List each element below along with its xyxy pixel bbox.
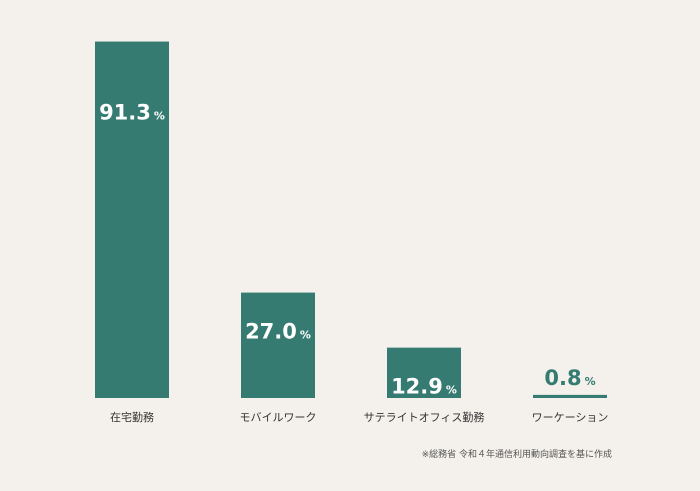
category-label-3: サテライトオフィス勤務	[364, 410, 485, 424]
bar-4	[533, 394, 607, 398]
value-label-4: 0.8%	[544, 366, 595, 390]
value-label-2: 27.0%	[245, 320, 311, 344]
value-label-1: 91.3%	[99, 101, 165, 125]
bar-3	[387, 347, 461, 398]
bar-2	[241, 292, 315, 398]
category-label-4: ワーケーション	[532, 411, 609, 424]
labels-group: 91.3 % 在宅勤務 27.0 % モバイルワーク 12.9 % サテライトオフィス勤務 0.8…	[99, 101, 608, 424]
category-label-2: モバイルワーク	[240, 411, 317, 424]
source-note: ※総務省 令和４年通信利用動向調査を基に作成	[421, 450, 612, 460]
category-label-1: 在宅勤務	[110, 410, 154, 424]
value-label-3: 12.9%	[391, 375, 457, 399]
bar-1	[95, 41, 169, 399]
bars-group	[95, 41, 607, 399]
